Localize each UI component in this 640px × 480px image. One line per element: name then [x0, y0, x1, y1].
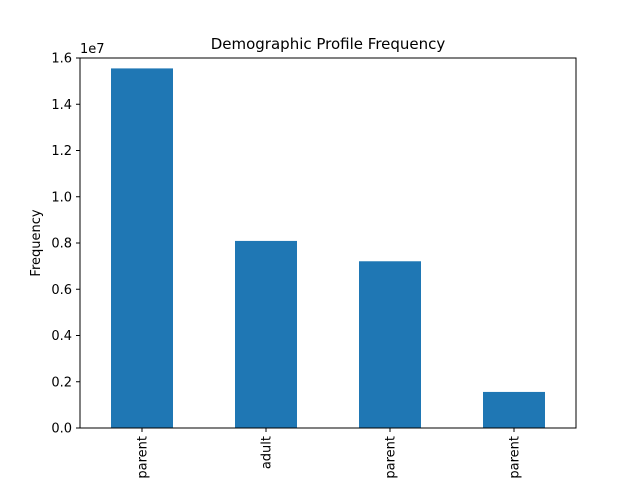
y-tick-label: 0.6 [51, 283, 72, 298]
x-tick-label: parent [384, 436, 399, 479]
bar-0 [111, 68, 173, 428]
x-tick-label: parent [508, 436, 523, 479]
y-axis-multiplier: 1e7 [80, 42, 105, 57]
bar-1 [235, 240, 297, 428]
bar-3 [483, 391, 545, 428]
y-tick-label: 0.8 [51, 237, 72, 252]
bar-2 [359, 261, 421, 428]
bars-group [111, 68, 545, 428]
y-axis-label: Frequency [29, 209, 44, 276]
x-axis: parent adult parent parent [136, 428, 523, 479]
y-tick-label: 1.2 [51, 144, 72, 159]
y-axis: 0.0 0.2 0.4 0.6 0.8 1.0 1.2 1.4 1.6 [51, 52, 80, 437]
x-tick-label: parent [136, 436, 151, 479]
y-tick-label: 1.0 [51, 190, 72, 205]
x-tick-label: adult [260, 436, 275, 469]
y-tick-label: 1.4 [51, 98, 72, 113]
y-tick-label: 1.6 [51, 52, 72, 67]
y-tick-label: 0.0 [51, 422, 72, 437]
y-tick-label: 0.4 [51, 329, 72, 344]
y-tick-label: 0.2 [51, 375, 72, 390]
chart-title: Demographic Profile Frequency [211, 35, 446, 53]
